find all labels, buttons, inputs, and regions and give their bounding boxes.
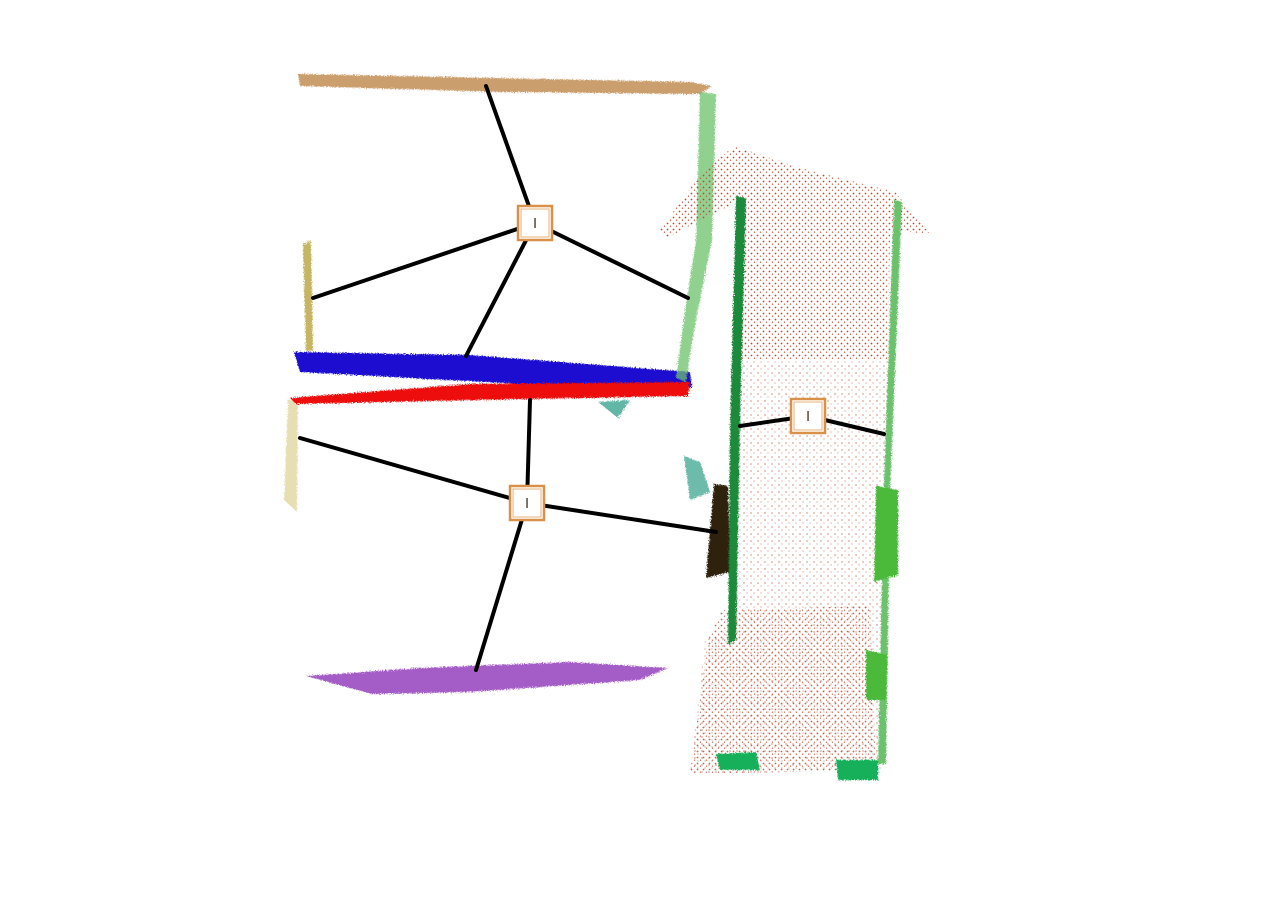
right-green-pole-segment bbox=[878, 200, 902, 764]
brick-wall-dense-segment bbox=[660, 146, 930, 360]
blue-shelf-segment bbox=[294, 352, 692, 388]
light-green-pole-segment bbox=[676, 92, 716, 382]
edge-lower-purple-floor bbox=[474, 501, 529, 672]
purple-floor-segment bbox=[306, 662, 668, 694]
graph-edges bbox=[298, 84, 886, 672]
node-lower-label: I bbox=[525, 497, 529, 512]
teal-fragment-2 bbox=[684, 456, 710, 500]
olive-wall-lower-segment bbox=[284, 400, 298, 512]
edge-upper-ceiling bbox=[484, 84, 537, 225]
teal-fragment-1 bbox=[598, 400, 630, 418]
brick-wall-lower-dense-segment bbox=[690, 606, 876, 774]
floor-green-foot-right bbox=[836, 760, 878, 780]
right-green-blob-1 bbox=[874, 486, 898, 582]
node-right-label: I bbox=[806, 410, 810, 425]
olive-wall-segment bbox=[303, 240, 313, 352]
red-shelf-segment bbox=[290, 382, 690, 404]
floor-green-foot-left bbox=[716, 752, 760, 770]
edge-upper-green-pole bbox=[533, 221, 690, 300]
edge-lower-olive-wall bbox=[298, 436, 529, 505]
dark-green-pole-segment bbox=[728, 196, 746, 645]
graph-nodes: I I I bbox=[508, 204, 827, 522]
edge-lower-dark-block bbox=[525, 501, 718, 534]
point-cloud bbox=[284, 74, 930, 780]
node-upper-label: I bbox=[533, 217, 537, 232]
right-green-blob-2 bbox=[866, 650, 888, 700]
dark-block-segment bbox=[706, 484, 730, 578]
node-lower[interactable]: I bbox=[508, 484, 546, 522]
edge-upper-blue-shelf bbox=[464, 221, 537, 358]
edge-upper-olive-wall bbox=[311, 221, 537, 300]
node-right[interactable]: I bbox=[789, 397, 827, 435]
ceiling-segment bbox=[298, 74, 712, 94]
node-upper[interactable]: I bbox=[516, 204, 554, 242]
